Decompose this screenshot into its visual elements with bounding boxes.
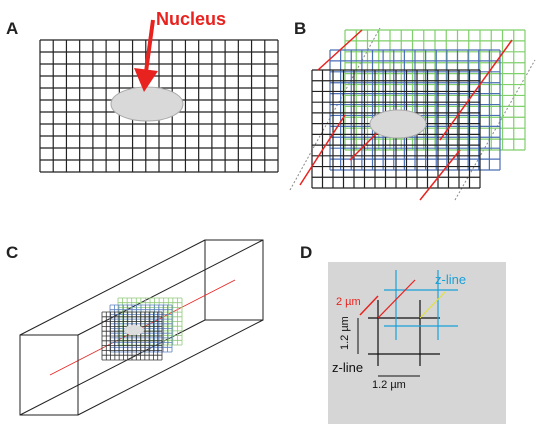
nucleus	[124, 325, 144, 335]
panel-label: D	[300, 243, 312, 262]
panel-d-background	[328, 262, 506, 424]
panel-label: B	[294, 19, 306, 38]
box-edge	[78, 320, 263, 415]
panel-b	[290, 28, 535, 200]
sarcomere-line	[440, 40, 512, 140]
box-front	[20, 335, 78, 415]
nucleus	[111, 87, 183, 121]
nucleus-label: Nucleus	[156, 9, 226, 29]
panel-label: C	[6, 243, 18, 262]
diagonal-label: 2 µm	[336, 296, 361, 308]
z-line-label: z-line	[435, 272, 466, 287]
box-back	[205, 240, 263, 320]
z-line-label: z-line	[332, 360, 363, 375]
figure: A Nucleus B C D z-line z-line 2 µm 1.2 µ…	[0, 0, 540, 427]
box-edge	[78, 240, 263, 335]
nucleus	[370, 110, 426, 138]
vertical-label: 1.2 µm	[339, 316, 351, 350]
panel-a	[40, 20, 278, 172]
horizontal-label: 1.2 µm	[372, 379, 406, 391]
panel-c	[20, 240, 263, 415]
panel-label: A	[6, 19, 18, 38]
